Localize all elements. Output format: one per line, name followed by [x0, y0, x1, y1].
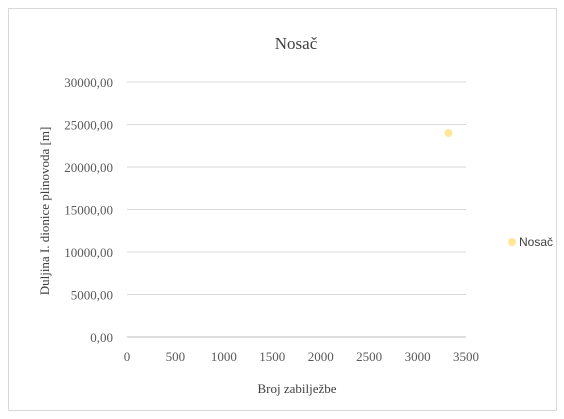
x-tick-label: 2000 [308, 349, 334, 364]
x-tick-label: 2500 [356, 349, 382, 364]
legend-label-nosac: Nosač [519, 235, 553, 249]
x-tick-label: 1500 [259, 349, 285, 364]
data-point-0-0 [444, 129, 453, 137]
legend: Nosač [508, 235, 553, 249]
gridlines [127, 81, 466, 338]
y-tick-label: 10000,00 [64, 245, 113, 260]
x-tick-label: 0 [124, 349, 131, 364]
x-tick-label: 3500 [453, 349, 479, 364]
y-tick-label: 25000,00 [64, 118, 113, 133]
y-axis-label: Duljina I. dionice plinovoda [m] [37, 127, 52, 296]
chart-title: Nosač [275, 34, 318, 53]
y-tick-label: 30000,00 [64, 75, 113, 90]
y-axis-tick-labels: 0,00 5000,00 10000,00 15000,00 20000,00 25000… [64, 75, 113, 345]
y-tick-label: 0,00 [90, 330, 113, 345]
x-tick-label: 500 [166, 349, 186, 364]
x-axis-label: Broj zabilježbe [257, 381, 336, 396]
x-tick-label: 1000 [211, 349, 237, 364]
y-tick-label: 5000,00 [71, 288, 113, 303]
y-tick-label: 15000,00 [64, 203, 113, 218]
legend-marker-nosac [508, 238, 516, 246]
y-tick-label: 20000,00 [64, 160, 113, 175]
x-axis-tick-labels: 0 500 1000 1500 2000 2500 3000 3500 [124, 349, 479, 364]
data-points [444, 129, 453, 137]
x-tick-label: 3000 [405, 349, 431, 364]
